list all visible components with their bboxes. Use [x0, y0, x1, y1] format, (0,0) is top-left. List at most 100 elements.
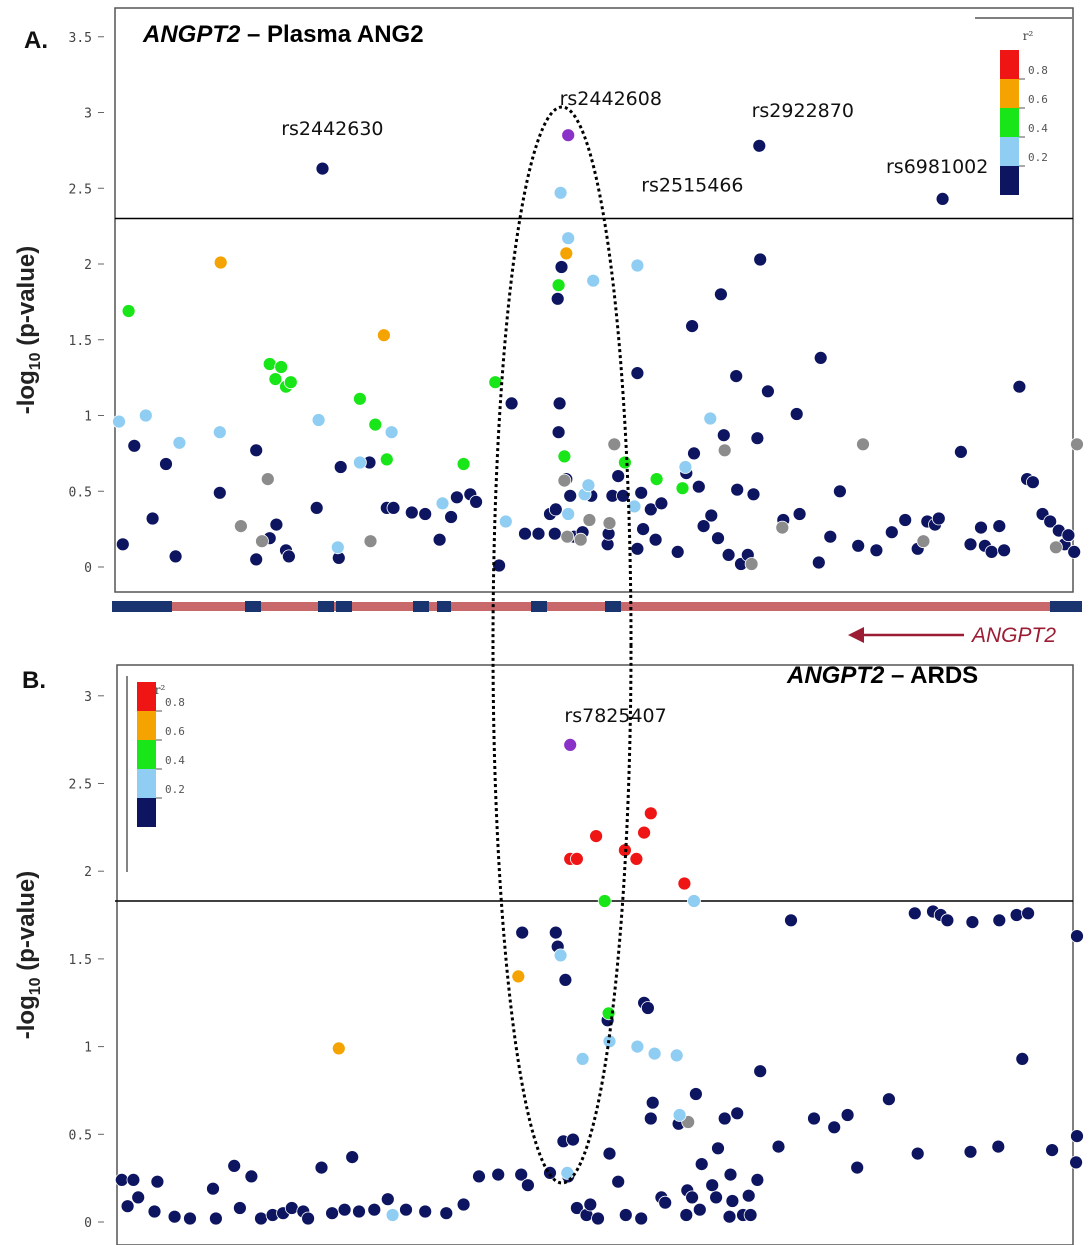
- highlight-ellipse: [491, 105, 633, 1185]
- panel-a-y-axis-label: -log10 (p-value): [13, 246, 44, 414]
- panel-a-snp-point: [649, 472, 664, 487]
- panel-a-snp-point: [717, 443, 732, 458]
- panel-b-snp-point: [1009, 908, 1024, 922]
- panel-a-snp-point: [121, 304, 136, 318]
- panel-b-snp-point: [232, 1201, 247, 1215]
- panel-a-snp-point: [554, 260, 569, 274]
- panel-a-snp-point: [716, 428, 731, 443]
- panel-b-snp-point: [514, 1167, 529, 1182]
- panel-a-ytick-label: 1.5: [69, 334, 92, 349]
- panel-a-legend-swatch: [1000, 108, 1019, 137]
- panel-a-snp-point: [553, 185, 568, 200]
- panel-b-ytick-label: 1: [84, 1041, 92, 1056]
- panel-a-legend-swatch: [1000, 79, 1019, 108]
- panel-a-snp-point: [386, 500, 401, 515]
- panel-b-snp-point: [244, 1169, 259, 1184]
- panel-a-points: [112, 128, 1084, 573]
- panel-a-snp-point: [315, 161, 330, 176]
- panel-a-snp-point: [630, 258, 645, 273]
- panel-a-snp-point: [168, 549, 183, 564]
- panel-a-snp-point: [851, 538, 866, 553]
- panel-a-snp-point: [548, 502, 563, 517]
- panel-b-ards: B. ANGPT2 – ARDS 0 0.5 1 1.5 2 2.5 3 -log10 (p…: [13, 662, 1084, 1245]
- panel-b-snp-point: [634, 1211, 649, 1226]
- panel-a-snp-point: [634, 485, 649, 500]
- panel-a-ylabel-sub: 10: [27, 352, 44, 370]
- panel-b-snp-point: [284, 1201, 299, 1215]
- panel-a-snp-point: [404, 505, 419, 520]
- gene-track-bar: [112, 602, 1082, 611]
- panel-a-snp-point: [432, 532, 447, 547]
- panel-b-legend-swatch: [137, 798, 156, 827]
- panel-a-letter: A.: [24, 27, 48, 54]
- panel-b-snp-point: [685, 1190, 699, 1205]
- panel-b-ytick-label: 2.5: [69, 778, 92, 793]
- panel-b-snp-point: [367, 1202, 382, 1217]
- panel-a-snp-point: [469, 494, 484, 509]
- panel-b-snp-point: [147, 1204, 162, 1219]
- panel-a-plasma-ang2: A. ANGPT2 – Plasma ANG2 0 0.5 1 1.5 2 2.5 3 3.5…: [13, 7, 1084, 593]
- panel-b-snp-point: [601, 1006, 616, 1021]
- panel-a-snp-point: [813, 350, 828, 365]
- panel-b-snp-point: [647, 1046, 662, 1061]
- panel-a-snp-point: [898, 513, 913, 527]
- panel-a-snp-point: [775, 520, 790, 535]
- panel-b-snp-point: [689, 1087, 703, 1101]
- panel-b-snp-point: [206, 1181, 220, 1196]
- panel-a-snp-point: [582, 513, 597, 527]
- panel-b-snp-point: [570, 852, 584, 866]
- panel-b-snp-point: [227, 1159, 242, 1173]
- panel-a-snp-point: [127, 438, 142, 453]
- panel-a-snp-point: [212, 485, 227, 500]
- panel-b-snp-point: [418, 1204, 433, 1219]
- panel-a-snp-point: [249, 443, 264, 458]
- panel-a-snp-point: [746, 487, 761, 502]
- panel-a-snp-point: [703, 411, 718, 426]
- panel-b-snp-point: [992, 913, 1007, 928]
- panel-b-ylabel-sub: 10: [27, 977, 44, 995]
- panel-b-legend-title: r²: [155, 683, 166, 697]
- panel-b-ytick-label: 3: [84, 690, 92, 705]
- panel-a-snp-point: [504, 396, 519, 411]
- panel-b-ylabel-main: -log: [13, 995, 40, 1039]
- panel-a-snp-point: [696, 519, 711, 533]
- panel-a-snp-point: [916, 534, 931, 549]
- panel-b-snp-point: [597, 894, 612, 908]
- panel-b-snp-point: [314, 1160, 329, 1175]
- panel-b-snp-point: [167, 1209, 182, 1224]
- panel-a-snp-point: [630, 366, 645, 381]
- panel-a-snp-point: [678, 460, 693, 474]
- panel-a-snp-point: [675, 481, 690, 496]
- panel-a-ytick-label: 3.5: [69, 31, 92, 46]
- panel-b-snp-point: [120, 1199, 135, 1214]
- panel-b-y-axis: 0 0.5 1 1.5 2 2.5 3: [69, 690, 104, 1231]
- panel-b-snp-point: [114, 1173, 129, 1187]
- panel-a-snp-point: [729, 369, 744, 384]
- panel-b-snp-point: [991, 1139, 1006, 1154]
- panel-a-snp-point: [704, 508, 719, 523]
- panel-b-snp-point: [560, 1166, 575, 1180]
- panel-a-title-rest: – Plasma ANG2: [240, 21, 423, 48]
- panel-a-ytick-label: 2.5: [69, 182, 92, 197]
- panel-b-snp-point: [618, 1208, 633, 1222]
- panel-b-snp-point: [1069, 1155, 1083, 1170]
- panel-a-snp-point: [992, 519, 1007, 533]
- panel-a-ytick-label: 0.5: [69, 485, 92, 500]
- panel-b-snp-point: [548, 925, 563, 940]
- panel-a-snp-point: [611, 469, 626, 484]
- panel-a-snp-point: [435, 496, 450, 511]
- panel-b-snp-point: [907, 906, 922, 921]
- panel-a-snp-point: [643, 502, 658, 517]
- panel-a-snp-point: [172, 435, 187, 450]
- panel-a-snp-point: [269, 517, 284, 532]
- panel-a-legend-label: 0.8: [1028, 64, 1048, 77]
- panel-a-snp-point: [1049, 540, 1063, 555]
- panel-a-snp-point: [654, 496, 669, 511]
- panel-b-snp-point: [694, 1157, 709, 1171]
- panel-b-snp-point: [784, 913, 798, 928]
- panel-b-snp-point: [882, 1092, 896, 1107]
- panel-b-snp-point: [630, 1039, 645, 1054]
- panel-a-ytick-label: 1: [84, 410, 92, 425]
- panel-a-snp-point: [931, 511, 946, 526]
- panel-a-snp-point: [1067, 545, 1082, 559]
